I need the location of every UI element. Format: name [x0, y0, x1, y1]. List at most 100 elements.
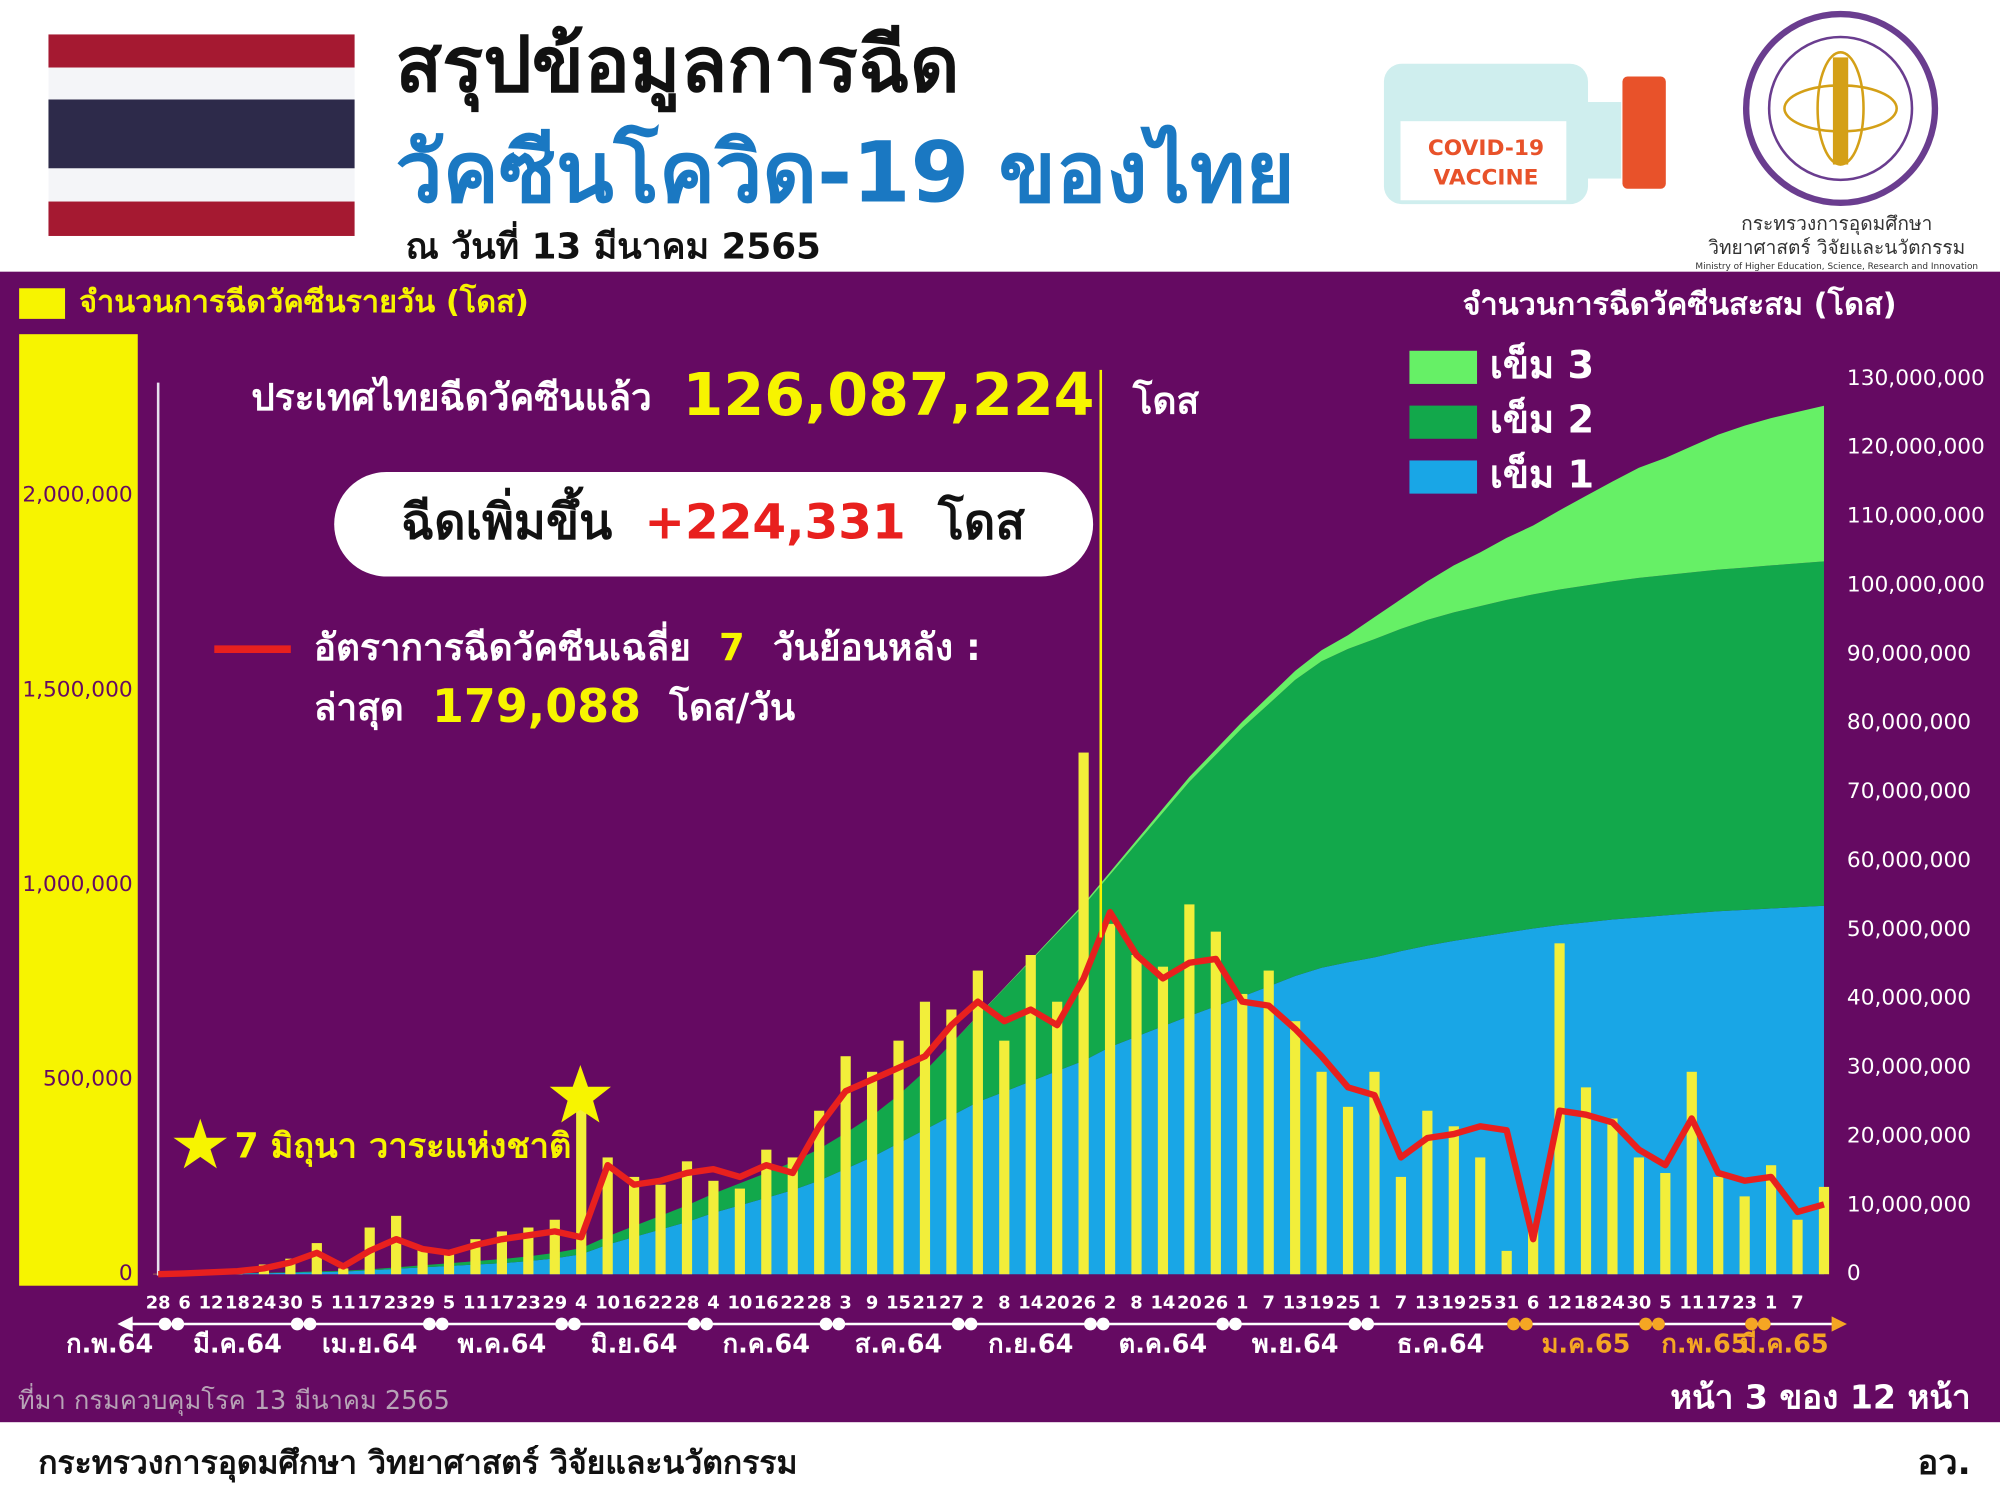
legend: เข็ม 3 เข็ม 2 เข็ม 1 [1409, 342, 1594, 498]
x-tick-label: 7 [1395, 1293, 1407, 1314]
bar [629, 1176, 640, 1275]
bar [1501, 1250, 1512, 1275]
bar [972, 970, 983, 1275]
plot: 0 500,000 1,000,000 1,500,000 2,000,000 0 10,0… [22, 366, 1984, 1286]
x-tick-label: 20 [1045, 1293, 1070, 1314]
bar [655, 1184, 666, 1275]
bar [1104, 923, 1116, 1275]
headline-number: 126,087,224 [683, 361, 1095, 429]
x-tick-label: 7 [1791, 1293, 1803, 1314]
month-divider [832, 1317, 846, 1331]
y-tick-label: 2,000,000 [22, 483, 132, 508]
x-tick-label: 5 [1659, 1293, 1671, 1314]
bar [1369, 1071, 1380, 1275]
bar [681, 1161, 693, 1275]
bar [1660, 1173, 1671, 1275]
month-label: ส.ค.64 [855, 1330, 942, 1360]
bar [1739, 1196, 1750, 1275]
y2-tick-label: 100,000,000 [1847, 572, 1985, 597]
x-tick-label: 1 [1368, 1293, 1380, 1314]
average-note: อัตราการฉีดวัคซีนเฉลี่ย 7 วันย้อนหลัง : [314, 621, 981, 669]
bar [1342, 1106, 1354, 1275]
bar [1078, 752, 1089, 1275]
legend-swatch [1409, 405, 1478, 439]
x-tick-label: 28 [146, 1293, 171, 1314]
y2-tick-label: 90,000,000 [1847, 641, 1971, 666]
month-divider [964, 1317, 978, 1331]
x-tick-label: 11 [1679, 1293, 1704, 1314]
average-latest-text: ล่าสุด [314, 686, 404, 731]
bar [1633, 1157, 1644, 1275]
y2-tick-label: 130,000,000 [1847, 366, 1985, 391]
y-tick-label: 0 [119, 1261, 133, 1286]
month-divider [171, 1317, 185, 1331]
bar [1025, 955, 1036, 1275]
month-divider [1507, 1317, 1520, 1331]
increase-pill [334, 471, 1094, 577]
legend-label: เข็ม 3 [1490, 342, 1594, 388]
x-tick-label: 9 [866, 1293, 878, 1314]
month-label: ม.ค.65 [1542, 1330, 1631, 1360]
y2-tick-label: 110,000,000 [1847, 504, 1985, 529]
month-divider [568, 1317, 581, 1331]
x-tick-label: 6 [1527, 1293, 1539, 1314]
x-tick-label: 21 [913, 1293, 938, 1314]
bar [1131, 955, 1142, 1275]
left-axis-band [19, 334, 138, 1286]
bar [1792, 1219, 1803, 1275]
x-tick-label: 29 [542, 1293, 567, 1314]
x-axis-arrow [117, 1316, 133, 1332]
x-tick-label: 11 [463, 1293, 488, 1314]
x-tick-label: 18 [1574, 1293, 1599, 1314]
x-tick-label: 22 [780, 1293, 805, 1314]
bar [1184, 904, 1195, 1275]
vaccine-icon: COVID-19 VACCINE [1383, 63, 1666, 205]
bar [1713, 1176, 1724, 1275]
flag-stripe [48, 34, 355, 68]
bar [1237, 993, 1248, 1275]
bar [549, 1219, 560, 1275]
legend-swatch [19, 288, 66, 319]
x-tick-label: 15 [886, 1293, 911, 1314]
increase: ฉีดเพิ่มขึ้น +224,331 โดส [401, 486, 1025, 551]
date: ณ วันที่ 13 มีนาคม 2565 [406, 221, 821, 268]
bar [919, 1001, 931, 1275]
x-tick-label: 30 [278, 1293, 303, 1314]
bar [1052, 1001, 1063, 1275]
x-tick-label: 14 [1151, 1293, 1176, 1314]
x-tick-label: 1 [1765, 1293, 1777, 1314]
x-tick-label: 10 [595, 1293, 620, 1314]
y2-tick-label: 20,000,000 [1847, 1123, 1971, 1148]
x-tick-label: 2 [972, 1293, 984, 1314]
x-tick-label: 25 [1336, 1293, 1361, 1314]
x-tick-label: 29 [410, 1293, 435, 1314]
vaccine-label: VACCINE [1434, 166, 1539, 191]
x-tick-label: 5 [311, 1293, 323, 1314]
month-label: มี.ค.64 [193, 1330, 282, 1360]
increase-number: +224,331 [644, 495, 905, 551]
x-axis-arrow [1831, 1316, 1847, 1332]
x-tick-label: 17 [489, 1293, 514, 1314]
thai-flag [48, 34, 355, 236]
x-tick-label: 12 [1547, 1293, 1572, 1314]
month-divider [687, 1317, 701, 1331]
bar [866, 1071, 878, 1275]
x-tick-label: 13 [1283, 1293, 1308, 1314]
x-tick-label: 28 [675, 1293, 700, 1314]
vial-cap [1622, 76, 1666, 189]
bar [1210, 931, 1221, 1275]
month-divider [290, 1317, 304, 1331]
month-label: ก.ย.64 [988, 1330, 1073, 1360]
x-tick-label: 24 [1600, 1293, 1625, 1314]
x-tick-label: 19 [1441, 1293, 1466, 1314]
legend-swatch [1409, 350, 1478, 384]
vial-label [1400, 121, 1567, 201]
y2-tick-label: 10,000,000 [1847, 1192, 1971, 1217]
month-divider [1745, 1317, 1758, 1331]
x-tick-label: 16 [754, 1293, 779, 1314]
month-divider [1084, 1317, 1097, 1331]
bar [1263, 970, 1274, 1275]
x-tick-label: 4 [707, 1293, 719, 1314]
